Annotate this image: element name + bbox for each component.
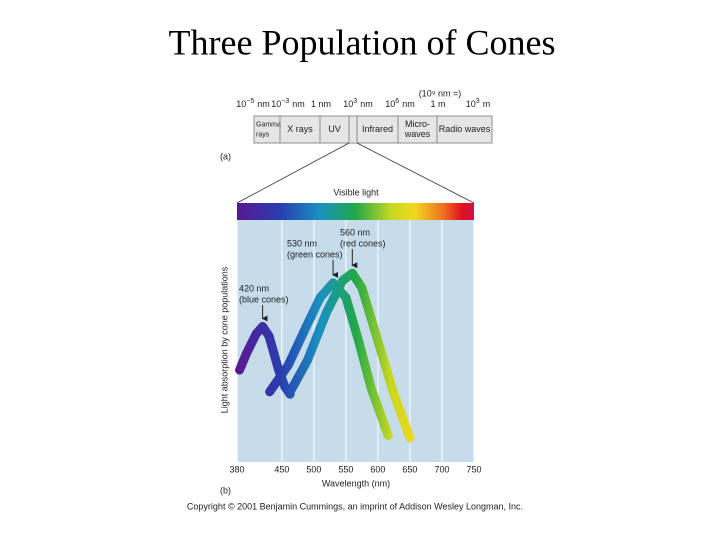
scale-unit: m bbox=[483, 99, 491, 109]
scale-text: 1 m bbox=[430, 99, 445, 109]
scale-exp: −3 bbox=[281, 98, 289, 105]
band-label: Infrared bbox=[362, 124, 393, 134]
peak-annotation: 420 nm bbox=[239, 283, 269, 293]
band-label: Micro- bbox=[405, 119, 430, 129]
x-tick-label: 700 bbox=[434, 464, 449, 474]
scale-label: 1 m bbox=[430, 99, 445, 109]
band-label: waves bbox=[404, 129, 431, 139]
scale-unit: nm bbox=[402, 99, 415, 109]
peak-annotation: (green cones) bbox=[287, 249, 343, 259]
zoom-line bbox=[236, 142, 350, 204]
slide-title: Three Population of Cones bbox=[169, 22, 556, 62]
y-axis-label: Light absorption by cone populations bbox=[219, 266, 229, 413]
scale-label: 106 nm bbox=[385, 98, 414, 110]
panel-label: (a) bbox=[220, 151, 231, 161]
x-tick-label: 380 bbox=[229, 464, 244, 474]
band-label: Gamma bbox=[256, 121, 281, 128]
peak-annotation: (red cones) bbox=[340, 238, 386, 248]
scale-exp: 3 bbox=[476, 98, 480, 105]
absorption-curve bbox=[285, 268, 415, 443]
visible-bar bbox=[237, 203, 474, 220]
scale-label: 103 m bbox=[466, 98, 490, 110]
scale-label: 103 nm bbox=[343, 98, 372, 110]
scale-label: 10−3 nm bbox=[271, 98, 305, 110]
scale-label: 10−5 nm bbox=[236, 98, 270, 110]
x-tick-label: 750 bbox=[466, 464, 481, 474]
scale-base: 10 bbox=[271, 99, 281, 109]
band-label: Radio waves bbox=[439, 124, 491, 134]
scale-unit: nm bbox=[360, 99, 373, 109]
x-tick-label: 650 bbox=[402, 464, 417, 474]
spectrum-diagram: (10⁹ nm =) (a) Visible light 10−5 nm 10−3 n… bbox=[220, 88, 493, 220]
absorption-curve bbox=[265, 278, 393, 440]
panel-label: (b) bbox=[220, 485, 231, 495]
x-tick-label: 500 bbox=[306, 464, 321, 474]
scale-exp: −5 bbox=[246, 98, 254, 105]
scale-base: 10 bbox=[343, 99, 353, 109]
x-tick-label: 450 bbox=[274, 464, 289, 474]
scale-exp: 6 bbox=[395, 98, 399, 105]
scale-text: 1 nm bbox=[311, 99, 331, 109]
peak-annotation: (blue cones) bbox=[239, 294, 289, 304]
visible-label: Visible light bbox=[333, 187, 379, 197]
absorption-chart: 380 450 500 550 600 650 700 750 420 nm(blue cone… bbox=[229, 220, 482, 474]
scale-base: 10 bbox=[236, 99, 246, 109]
peak-annotation: 530 nm bbox=[287, 238, 317, 248]
band-label: X rays bbox=[287, 124, 313, 134]
band-label: rays bbox=[256, 131, 270, 138]
band-box bbox=[253, 115, 493, 144]
scale-label: 1 nm bbox=[311, 99, 331, 109]
copyright: Copyright © 2001 Benjamin Cummings, an i… bbox=[187, 501, 523, 511]
scale-exp: 3 bbox=[353, 98, 357, 105]
peak-annotation: 560 nm bbox=[340, 227, 370, 237]
x-tick-label: 600 bbox=[370, 464, 385, 474]
scale-note: (10⁹ nm =) bbox=[419, 88, 462, 98]
scale-unit: nm bbox=[292, 99, 305, 109]
band-label: UV bbox=[328, 124, 341, 134]
scale-base: 10 bbox=[385, 99, 395, 109]
zoom-line bbox=[356, 142, 475, 204]
x-axis-label: Wavelength (nm) bbox=[322, 478, 390, 488]
x-tick-label: 550 bbox=[338, 464, 353, 474]
scale-base: 10 bbox=[466, 99, 476, 109]
absorption-curve bbox=[235, 321, 295, 399]
scale-unit: nm bbox=[257, 99, 270, 109]
